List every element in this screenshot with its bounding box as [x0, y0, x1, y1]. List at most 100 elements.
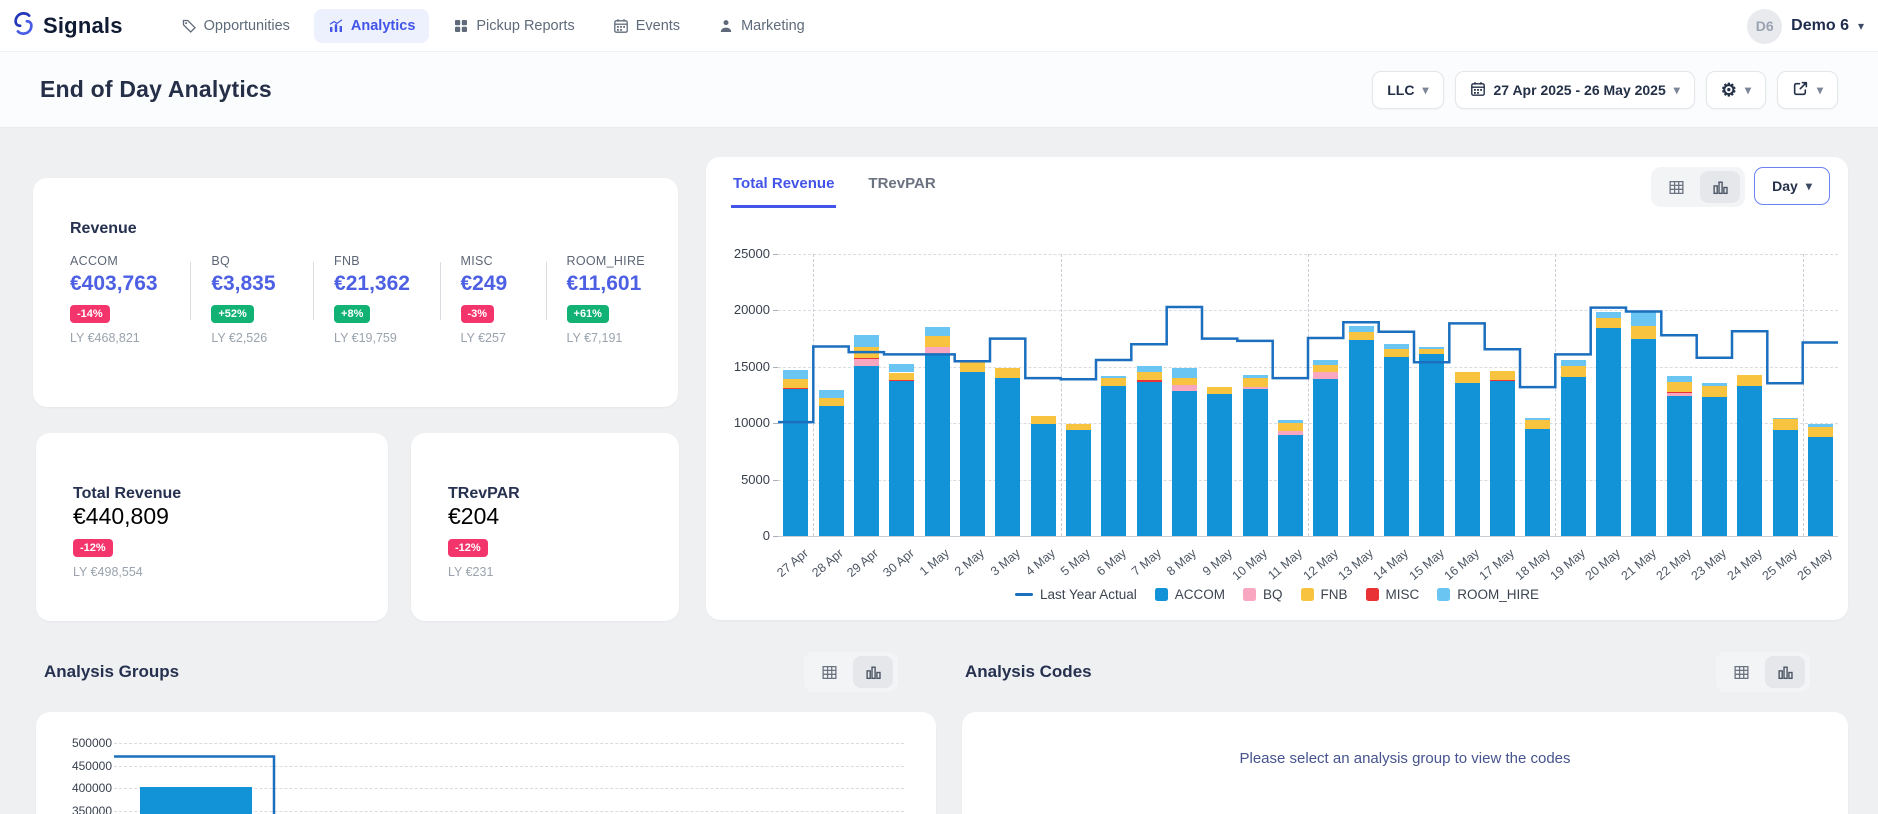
x-axis-label: 14 May: [1370, 546, 1412, 584]
bar-segment-room_hire: [1101, 376, 1127, 379]
bar-segment-bq: [1171, 384, 1197, 391]
entity-selector-button[interactable]: LLC ▾: [1372, 71, 1444, 109]
revenue-metric-bq: BQ €3,835 +52% LY €2,526: [211, 254, 293, 345]
legend-item-room_hire[interactable]: ROOM_HIRE: [1437, 587, 1539, 602]
user-name: Demo 6: [1791, 17, 1849, 34]
legend-item-fnb[interactable]: FNB: [1300, 587, 1348, 602]
bar-segment-misc: [1136, 380, 1162, 382]
chart-view-button[interactable]: [1765, 656, 1805, 688]
legend-color-swatch: [1300, 588, 1314, 601]
bar-segment-accom: [959, 372, 985, 536]
bar-segment-room_hire: [889, 363, 915, 373]
bar-segment-room_hire: [1560, 359, 1586, 366]
settings-button[interactable]: ⚙ ▾: [1705, 71, 1766, 109]
bar-segment-misc: [889, 379, 915, 381]
bar-segment-accom: [1171, 390, 1197, 536]
metric-value: €21,362: [334, 272, 410, 295]
metric-change-badge: +52%: [211, 305, 254, 323]
table-view-button[interactable]: [809, 656, 849, 688]
x-axis-label: 11 May: [1265, 546, 1306, 583]
analysis-groups-card: 500000 450000 400000 350000: [36, 712, 936, 814]
x-axis-label: 29 Apr: [844, 546, 882, 580]
chevron-down-icon: ▾: [1816, 83, 1823, 97]
bar-segment-accom: [1560, 377, 1586, 536]
bar-segment-accom: [1383, 356, 1409, 536]
x-axis-label: 4 May: [1022, 546, 1058, 579]
bar-segment-fnb: [995, 368, 1021, 379]
analysis-codes-title: Analysis Codes: [965, 662, 1092, 681]
nav-item-events[interactable]: Events: [599, 9, 694, 43]
bar-segment-accom: [1065, 430, 1091, 536]
metric-label: ACCOM: [70, 254, 119, 268]
y-axis-tick: [773, 423, 778, 425]
metric-change-badge: -14%: [70, 305, 110, 323]
stacked-bar-chart: 0 5000 10000 15000 20000 25000 27 Apr 28 Apr 29 …: [734, 246, 1838, 583]
legend-color-swatch: [1154, 588, 1168, 601]
nav-item-analytics[interactable]: Analytics: [313, 8, 430, 43]
granularity-select[interactable]: Day ▾: [1754, 167, 1830, 205]
bar-segment-fnb: [1277, 423, 1303, 432]
tag-icon: [181, 18, 197, 34]
legend-item-accom[interactable]: ACCOM: [1154, 587, 1225, 602]
bar-segment-bq: [1666, 393, 1692, 397]
bar-segment-misc: [853, 357, 879, 359]
nav-item-label: Marketing: [741, 17, 805, 34]
table-view-button[interactable]: [1656, 171, 1696, 203]
nav-item-pickup-reports[interactable]: Pickup Reports: [439, 9, 588, 43]
x-axis-label: 3 May: [987, 546, 1023, 579]
revenue-metric-fnb: FNB €21,362 +8% LY €19,759: [334, 254, 419, 345]
metric-label: MISC: [460, 254, 493, 268]
bar-segment-accom: [1136, 381, 1162, 536]
y-axis-label: 400000: [71, 781, 112, 795]
legend-line-swatch: [1014, 593, 1033, 596]
header-controls: LLC ▾ 27 Apr 2025 - 26 May 2025 ▾ ⚙ ▾: [1372, 71, 1838, 109]
bar-segment-room_hire: [1313, 359, 1339, 366]
chart-view-button[interactable]: [853, 656, 893, 688]
bar-segment-accom: [1030, 424, 1056, 536]
legend-item-last-year-actual[interactable]: Last Year Actual: [1014, 587, 1137, 602]
metric-value: €403,763: [70, 272, 158, 295]
legend-label: ROOM_HIRE: [1457, 587, 1540, 602]
metric-label: BQ: [211, 254, 230, 268]
brand-logo[interactable]: Signals: [10, 10, 123, 42]
analysis-groups-title: Analysis Groups: [44, 662, 180, 681]
trevpar-change-badge: -12%: [448, 539, 488, 557]
user-menu[interactable]: D6 Demo 6 ▾: [1747, 0, 1864, 52]
x-axis-label: 8 May: [1164, 546, 1200, 579]
legend-label: Last Year Actual: [1039, 587, 1137, 602]
revenue-metric-misc: MISC €249 -3% LY €257: [460, 254, 526, 345]
nav-item-label: Analytics: [350, 17, 416, 34]
bar-segment-accom: [1701, 397, 1727, 536]
nav-item-marketing[interactable]: Marketing: [704, 9, 819, 43]
metric-divider: [313, 262, 315, 320]
bar-chart-icon: [1777, 665, 1793, 679]
bar-segment-fnb: [1313, 365, 1339, 373]
bar-segment-fnb: [1525, 419, 1551, 429]
chevron-down-icon: ▾: [1805, 179, 1812, 193]
revenue-metrics: ACCOM €403,763 -14% LY €468,821 BQ €3,835 +52%…: [70, 254, 678, 345]
share-icon: [1792, 80, 1809, 100]
chevron-down-icon: ▾: [1422, 83, 1429, 97]
x-axis-label: 1 May: [916, 546, 952, 579]
bar-segment-fnb: [1701, 386, 1727, 398]
export-share-button[interactable]: ▾: [1776, 71, 1838, 109]
bar-segment-fnb: [1348, 332, 1374, 340]
legend-item-bq[interactable]: BQ: [1243, 587, 1283, 602]
legend-label: MISC: [1385, 587, 1420, 602]
nav-item-label: Pickup Reports: [476, 17, 575, 34]
date-range-button[interactable]: 27 Apr 2025 - 26 May 2025 ▾: [1454, 71, 1695, 109]
bar-segment-accom: [1348, 339, 1374, 536]
chart-view-button[interactable]: [1700, 171, 1740, 203]
table-view-button[interactable]: [1721, 656, 1761, 688]
metric-change-badge: -3%: [460, 305, 495, 323]
metric-value: €249: [460, 272, 508, 295]
nav-item-label: Opportunities: [203, 17, 290, 34]
tab-trevpar[interactable]: TRevPAR: [868, 175, 936, 192]
nav-item-opportunities[interactable]: Opportunities: [167, 9, 304, 43]
bar-segment-fnb: [1101, 378, 1127, 386]
bar-segment-fnb: [1595, 317, 1621, 329]
bar-segment-bq: [924, 346, 950, 355]
legend-item-misc[interactable]: MISC: [1365, 587, 1420, 602]
tab-total-revenue[interactable]: Total Revenue: [731, 175, 837, 208]
user-icon: [718, 18, 734, 34]
